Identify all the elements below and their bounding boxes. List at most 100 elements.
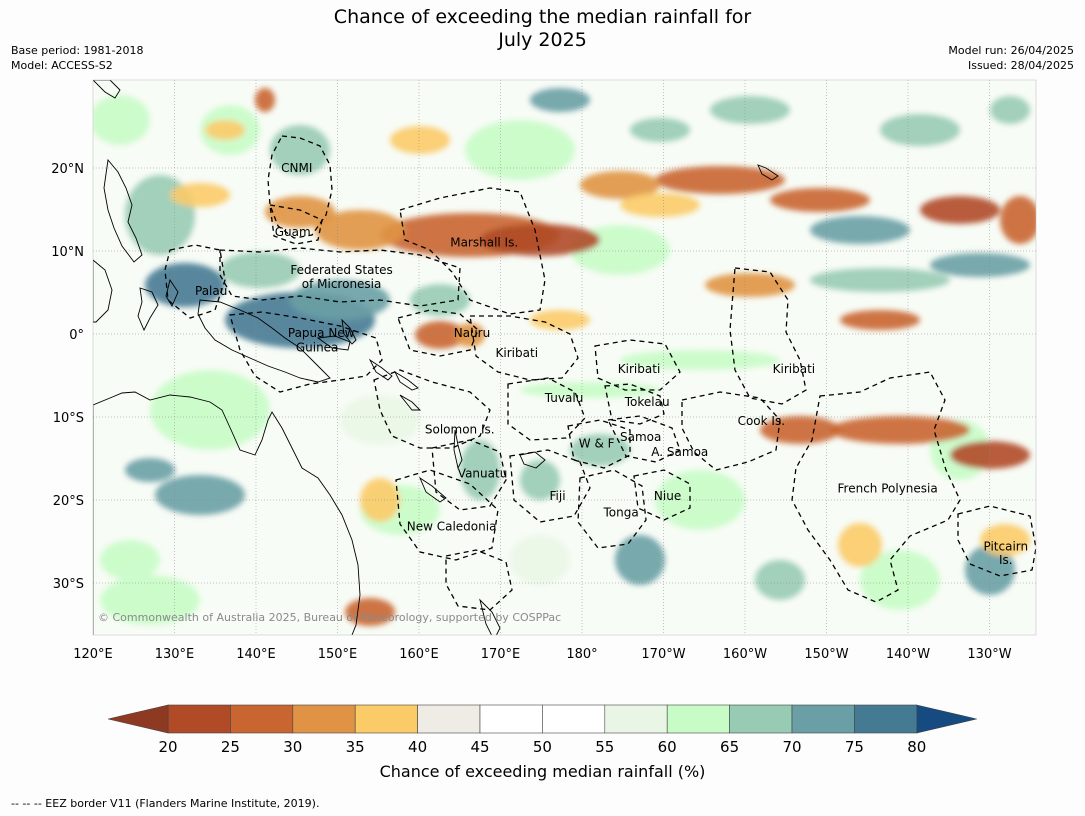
probability-patch — [360, 478, 400, 522]
eez-solomon — [373, 369, 491, 449]
probability-patch — [410, 284, 470, 316]
new-guinea-coast — [197, 299, 331, 383]
solomon-coast-3 — [399, 394, 422, 411]
map-frame — [92, 79, 1037, 636]
region-label-asamoa: A. Samoa — [651, 445, 708, 459]
probability-patch — [265, 196, 335, 228]
colorbar-tick-label: 55 — [595, 738, 614, 756]
region-label-palau: Palau — [195, 284, 227, 298]
eez-nauru — [397, 309, 479, 357]
eez-borders — [164, 135, 1036, 611]
colorbar-tick-label: 40 — [408, 738, 427, 756]
probability-patch — [220, 252, 300, 288]
probability-patch — [455, 323, 485, 347]
coastlines — [93, 80, 779, 635]
latitude-label: 0° — [69, 328, 84, 343]
eez-kiribati-w — [469, 315, 579, 381]
longitude-label: 170°E — [481, 647, 521, 662]
region-label-png1: Papua New — [288, 326, 355, 340]
region-label-wf: W & F — [579, 437, 615, 451]
probability-patch — [840, 310, 920, 330]
australia-coast — [93, 391, 361, 635]
colorbar-segment — [292, 704, 356, 734]
eez-marshall — [399, 187, 546, 315]
colorbar-segment — [542, 704, 606, 734]
probability-patch — [860, 550, 940, 610]
probability-patch — [530, 88, 590, 112]
model-name: Model: ACCESS-S2 — [11, 59, 113, 72]
map-title: Chance of exceeding the median rainfall … — [0, 6, 1085, 52]
colorbar-tick-label: 20 — [158, 738, 177, 756]
probability-patch — [520, 460, 560, 500]
colorbar-tick-label: 80 — [907, 738, 926, 756]
probability-patch — [615, 535, 665, 585]
colorbar-tick-label: 70 — [782, 738, 801, 756]
colorbar-segment — [417, 704, 481, 734]
eez-guam — [269, 204, 323, 245]
sulawesi-coast — [137, 287, 159, 332]
new-ireland-coast — [341, 318, 357, 345]
colorbar-tick-label: 45 — [470, 738, 489, 756]
region-label-niue: Niue — [654, 489, 681, 503]
probability-patch — [340, 395, 420, 445]
probability-patch — [345, 598, 395, 626]
right-metadata: Model run: 26/04/2025 Issued: 28/04/2025 — [948, 43, 1074, 73]
new-caledonia-coast — [418, 476, 447, 503]
region-label-cnmi: CNMI — [281, 161, 312, 175]
probability-patch — [1000, 196, 1036, 244]
region-label-fsm1: Federated States — [290, 263, 392, 277]
title-line-2: July 2025 — [498, 29, 587, 51]
longitude-label: 160°E — [399, 647, 439, 662]
probability-patch — [755, 560, 805, 600]
colorbar: 20 25 30 35 40 45 50 55 60 65 70 75 80 — [107, 704, 977, 756]
region-label-fsm2: of Micronesia — [302, 277, 382, 291]
region-label-samoa: Samoa — [620, 430, 661, 444]
region-label-newcal: New Caledonia — [407, 520, 497, 534]
probability-patch — [920, 196, 1000, 224]
probability-patch — [580, 171, 660, 199]
probability-patch — [620, 350, 780, 370]
region-label-cook: Cook Is. — [738, 414, 785, 428]
colorbar-tick-label: 25 — [221, 738, 240, 756]
eez-cnmi — [267, 135, 333, 239]
region-label-fiji: Fiji — [550, 489, 566, 503]
probability-patch — [705, 273, 795, 297]
probability-patch — [770, 188, 870, 212]
probability-patch — [270, 125, 330, 175]
colorbar-segment — [666, 704, 730, 734]
latitude-label: 30°S — [53, 577, 84, 592]
eez-french-polynesia — [791, 371, 961, 603]
longitude-tick-labels: 120°E 130°E 140°E 150°E 160°E 170°E 180° 170°W 1… — [73, 647, 1011, 662]
eez-tonga — [577, 469, 647, 549]
region-label-kiribati-e: Kiribati — [773, 362, 815, 376]
longitude-label: 150°E — [318, 647, 358, 662]
eez-kiribati-e — [729, 267, 807, 405]
region-label-tokelau: Tokelau — [624, 395, 670, 409]
eez-footnote: -- -- -- EEZ border V11 (Flanders Marine… — [11, 797, 320, 810]
probability-patch — [980, 524, 1030, 556]
probability-patch — [620, 193, 700, 217]
probability-patch — [125, 458, 175, 482]
colorbar-segment — [854, 704, 918, 734]
colorbar-segment — [167, 704, 231, 734]
eez-fsm — [219, 247, 461, 307]
probability-patch — [155, 475, 245, 515]
probability-patch — [100, 575, 200, 625]
probability-patch — [990, 96, 1030, 124]
probability-patch — [655, 166, 785, 194]
colorbar-segment — [791, 704, 855, 734]
colorbar-under-extension — [107, 704, 169, 734]
base-period: Base period: 1981-2018 — [11, 44, 144, 57]
probability-patch — [100, 540, 160, 580]
issued-date: Issued: 28/04/2025 — [967, 59, 1074, 72]
eez-norfolk — [445, 549, 513, 611]
region-label-tuvalu: Tuvalu — [544, 391, 584, 405]
eez-kiribati-c — [594, 339, 681, 391]
solomon-coast-2 — [393, 370, 419, 391]
latitude-label: 10°S — [53, 411, 84, 426]
region-label-vanuatu: Vanuatu — [458, 466, 508, 480]
colorbar-tick-label: 65 — [720, 738, 739, 756]
title-line-1: Chance of exceeding the median rainfall … — [333, 6, 752, 28]
